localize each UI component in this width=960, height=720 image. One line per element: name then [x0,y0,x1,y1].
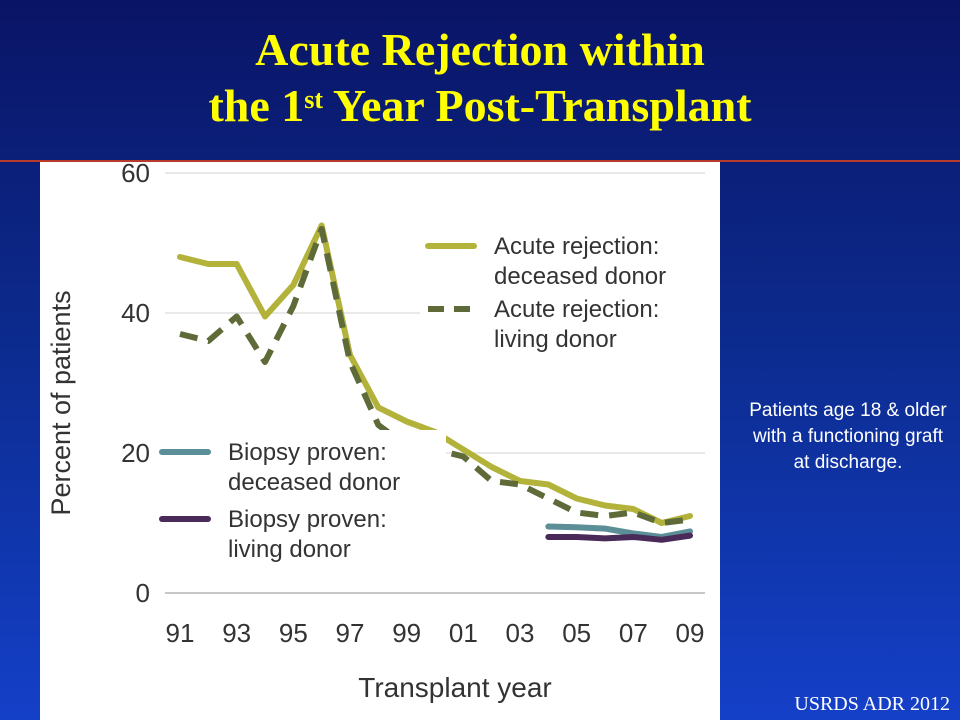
legend-bg-2 [420,287,712,351]
x-tick-label: 03 [506,618,535,648]
legend-label-2-line-1: Acute rejection: [494,296,659,323]
x-tick-label: 01 [449,618,478,648]
chart-panel: 0 20 40 60 91 93 95 97 99 01 03 05 07 09 Transplant ye… [40,162,720,720]
series-line-3 [545,523,693,540]
source-citation: USRDS ADR 2012 [794,693,950,715]
title-line-1: Acute Rejection within [255,24,705,75]
title-superscript: st [304,85,324,114]
title-divider [0,160,960,162]
x-tick-label: 91 [166,618,195,648]
legend-label-4-line-2: living donor [228,536,351,563]
x-tick-label: 09 [676,618,705,648]
legend-bg-1 [420,224,712,288]
legend-label-4-line-1: Biopsy proven: [228,506,387,533]
legend-bg-3 [154,430,446,494]
y-tick-label: 60 [121,162,150,188]
legend-label-3-line-1: Biopsy proven: [228,439,387,466]
legend-label-3-line-2: deceased donor [228,469,400,496]
title-line-2-pre: the 1 [208,80,305,131]
series-line-4 [545,532,693,543]
x-tick-label: 95 [279,618,308,648]
x-axis-label: Transplant year [358,672,552,703]
x-tick-label: 97 [336,618,365,648]
x-tick-label: 05 [562,618,591,648]
legend-label-2-line-2: living donor [494,326,617,353]
y-tick-label: 20 [121,438,150,468]
slide-title: Acute Rejection within the 1st Year Post… [0,22,960,134]
y-tick-label: 0 [136,578,150,608]
legend-bg-4 [154,497,446,561]
x-tick-label: 99 [392,618,421,648]
y-tick-label: 40 [121,298,150,328]
y-axis-label: Percent of patients [46,290,76,515]
line-chart: 0 20 40 60 91 93 95 97 99 01 03 05 07 09 Transplant ye… [46,162,712,703]
x-tick-label: 93 [222,618,251,648]
legend-label-1-line-2: deceased donor [494,263,666,290]
x-tick-label: 07 [619,618,648,648]
title-line-2-post: Year Post-Transplant [323,80,752,131]
legend-label-1-line-1: Acute rejection: [494,233,659,260]
side-note: Patients age 18 & older with a functioni… [749,400,947,473]
